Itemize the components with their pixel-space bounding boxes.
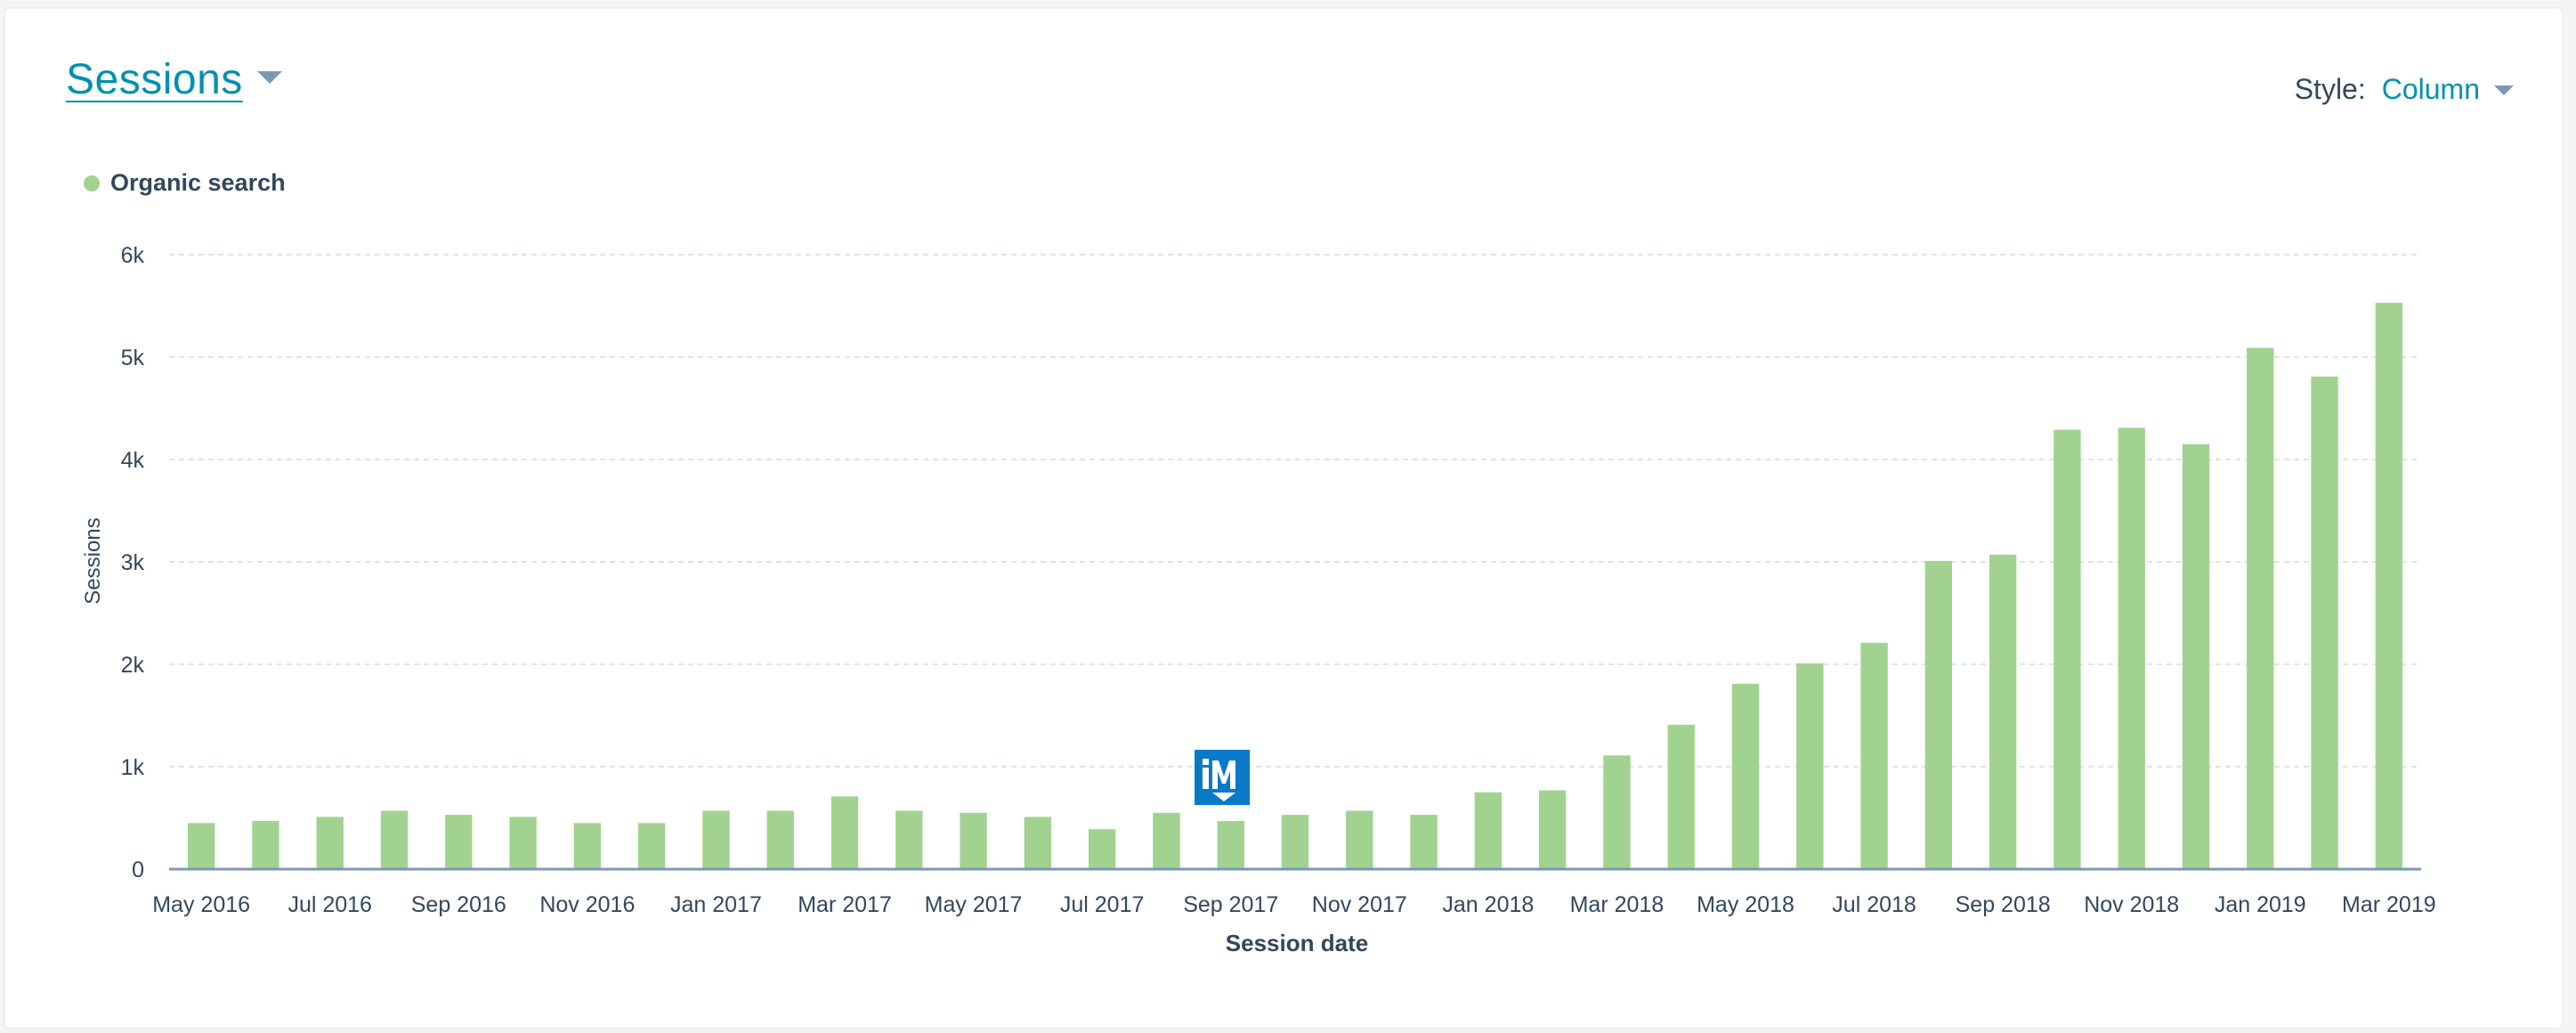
bar — [1667, 724, 1695, 869]
bar — [252, 820, 279, 869]
x-axis-title: Session date — [1226, 930, 1368, 956]
bar — [1538, 790, 1567, 869]
y-tick-label: 0 — [132, 858, 144, 883]
bar — [960, 812, 987, 869]
x-tick-label: Sep 2018 — [1956, 892, 2051, 917]
bar — [1924, 560, 1953, 869]
bar — [187, 823, 215, 869]
bar — [2182, 443, 2210, 869]
bar — [895, 810, 923, 869]
bar — [2054, 429, 2081, 869]
x-tick-label: Mar 2019 — [2342, 892, 2436, 917]
bar — [1088, 829, 1116, 869]
style-selector[interactable]: Style: Column — [2295, 73, 2514, 106]
bar — [573, 823, 602, 869]
bar — [316, 817, 344, 869]
bar — [2118, 427, 2145, 869]
y-tick-label: 6k — [121, 243, 145, 268]
x-tick-label: May 2018 — [1697, 892, 1794, 917]
x-tick-label: Sep 2016 — [411, 892, 506, 917]
y-tick-label: 3k — [121, 550, 145, 575]
bar — [1989, 554, 2017, 869]
report-title-dropdown[interactable]: Sessions — [66, 55, 282, 104]
x-tick-label: Nov 2017 — [1312, 892, 1407, 917]
bar — [1731, 683, 1760, 869]
legend-swatch — [84, 175, 100, 191]
bar — [1603, 755, 1631, 869]
x-tick-label: May 2017 — [925, 892, 1023, 917]
chart-legend: Organic search — [84, 169, 286, 197]
bar — [1860, 642, 1888, 869]
x-tick-label: Jan 2019 — [2215, 892, 2306, 917]
bar — [445, 815, 473, 869]
bar — [766, 810, 794, 869]
legend-label: Organic search — [110, 169, 286, 196]
bar — [2375, 303, 2403, 869]
x-tick-label: May 2016 — [152, 892, 250, 917]
bar — [1153, 812, 1180, 869]
y-tick-label: 2k — [121, 653, 145, 678]
bar — [637, 823, 666, 869]
bar — [2247, 347, 2274, 869]
bar — [380, 810, 409, 869]
y-tick-label: 4k — [121, 448, 145, 473]
x-tick-label: Jan 2017 — [670, 892, 762, 917]
chevron-down-icon — [2494, 85, 2514, 95]
y-tick-label: 5k — [121, 346, 145, 370]
x-tick-label: Jul 2016 — [288, 892, 372, 917]
bar — [1346, 810, 1373, 869]
x-tick-label: Nov 2018 — [2084, 892, 2179, 917]
im-logo-icon — [1195, 750, 1250, 805]
chevron-down-icon — [256, 70, 282, 84]
x-tick-label: Nov 2016 — [539, 892, 635, 917]
bar — [1410, 815, 1438, 869]
x-tick-label: Jan 2018 — [1442, 892, 1534, 917]
bar — [1796, 663, 1824, 869]
style-value[interactable]: Column — [2381, 73, 2480, 105]
style-label: Style: — [2294, 73, 2366, 105]
x-tick-label: Mar 2018 — [1570, 892, 1665, 917]
bar — [830, 796, 859, 869]
x-tick-label: Sep 2017 — [1183, 892, 1278, 917]
y-axis-title: Sessions — [81, 517, 105, 604]
x-tick-label: Jul 2017 — [1060, 892, 1145, 917]
x-tick-label: Jul 2018 — [1832, 892, 1916, 917]
bar — [1281, 815, 1309, 869]
bar — [702, 810, 730, 869]
bar — [1474, 792, 1503, 869]
bar — [1217, 820, 1244, 869]
report-title: Sessions — [66, 56, 243, 103]
bar — [509, 817, 537, 869]
bar — [1024, 817, 1052, 869]
bar — [2311, 376, 2338, 870]
x-tick-label: Mar 2017 — [798, 892, 892, 917]
y-tick-label: 1k — [121, 755, 145, 780]
